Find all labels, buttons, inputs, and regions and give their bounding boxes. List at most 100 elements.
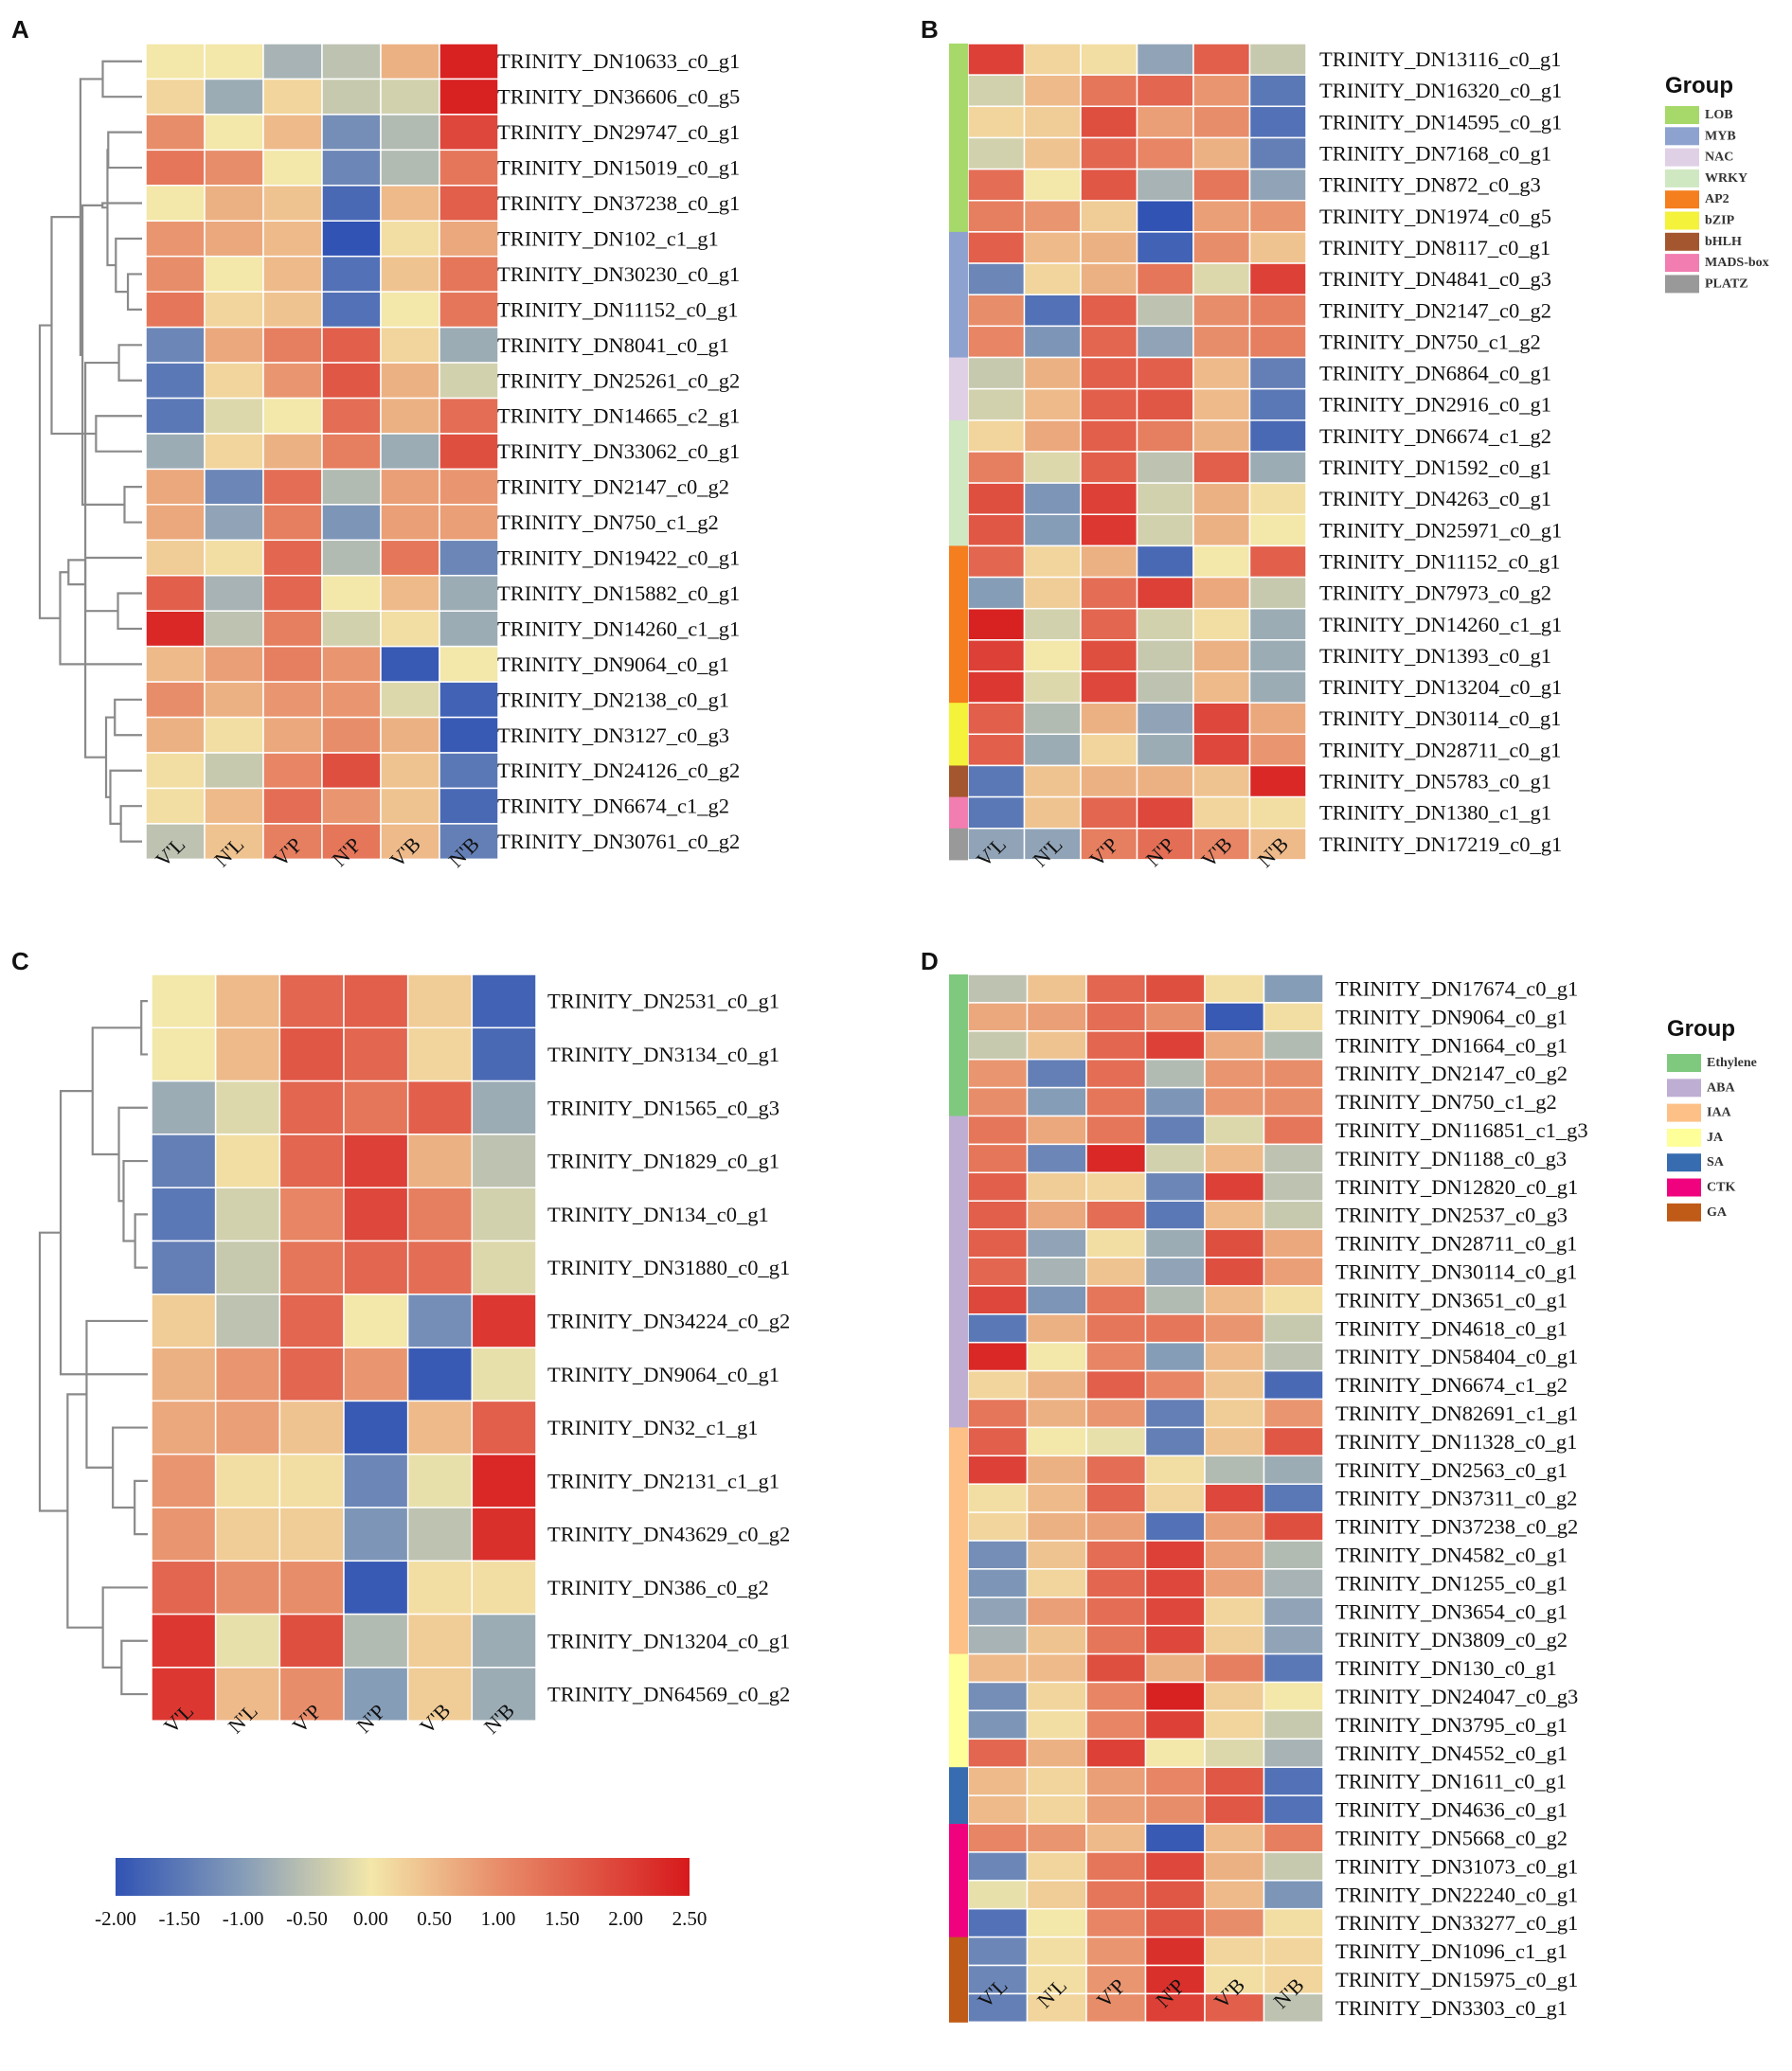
row-label: TRINITY_DN11152_c0_g1 (497, 297, 739, 321)
heatmap-cell (1204, 1823, 1265, 1853)
heatmap-cell (1080, 105, 1138, 139)
heatmap-cell (145, 362, 206, 400)
heatmap-cell (151, 1347, 217, 1402)
heatmap-cell (380, 787, 440, 825)
heatmap-cell (204, 114, 264, 152)
heatmap-cell (967, 231, 1026, 264)
heatmap-cell (262, 220, 323, 258)
heatmap-cell (967, 513, 1026, 547)
heatmap-cell (262, 326, 323, 364)
heatmap-cell (1204, 1851, 1265, 1882)
heatmap-cell (967, 1341, 1029, 1372)
heatmap-cell (262, 575, 323, 612)
heatmap-cell (380, 468, 440, 506)
heatmap-cell (1085, 1398, 1147, 1429)
group-annotation-bar (949, 1030, 968, 1061)
legend-swatch (1665, 254, 1699, 273)
heatmap-cell (471, 973, 537, 1029)
row-label: TRINITY_DN37238_c0_g2 (1335, 1515, 1578, 1539)
heatmap-cell (321, 185, 382, 223)
heatmap-cell (406, 1134, 474, 1188)
heatmap-cell (380, 539, 440, 577)
heatmap-cell (439, 787, 499, 825)
heatmap-cell (278, 1080, 345, 1135)
heatmap-cell (1263, 1964, 1324, 1995)
heatmap-cell (1023, 74, 1082, 108)
dendrogram-branch-2-5 (66, 1393, 103, 1629)
heatmap-cell (1204, 1200, 1265, 1230)
heatmap-cell (145, 397, 206, 435)
heatmap-cell (1085, 1369, 1147, 1401)
heatmap-cell (1204, 1568, 1265, 1598)
row-label: TRINITY_DN13116_c0_g1 (1319, 47, 1561, 71)
row-label: TRINITY_DN2147_c0_g2 (1335, 1062, 1568, 1085)
row-label: TRINITY_DN37238_c0_g1 (497, 191, 740, 215)
row-label: TRINITY_DN36606_c0_g5 (497, 85, 740, 109)
group-annotation-bar (949, 326, 968, 358)
group-annotation-bar (949, 545, 968, 579)
heatmap-cell (1192, 795, 1251, 830)
row-label: TRINITY_DN14260_c1_g1 (497, 616, 740, 640)
row-label: TRINITY_DN64569_c0_g2 (547, 1683, 790, 1706)
heatmap-cell (1085, 1285, 1147, 1315)
row-label: TRINITY_DN4582_c0_g1 (1335, 1543, 1568, 1566)
heatmap-cell (439, 43, 499, 80)
heatmap-cell (967, 420, 1026, 453)
heatmap-cell (343, 1560, 409, 1616)
heatmap-cell (1080, 513, 1138, 547)
heatmap-cell (380, 362, 440, 400)
heatmap-cell (1144, 1681, 1206, 1712)
legend-swatch (1667, 1103, 1701, 1122)
heatmap-cell (967, 168, 1026, 202)
heatmap-cell (343, 1240, 409, 1295)
group-annotation-bar (949, 44, 968, 76)
heatmap-cell (1192, 513, 1251, 547)
heatmap-cell (1204, 1115, 1265, 1146)
row-label: TRINITY_DN1829_c0_g1 (547, 1150, 780, 1173)
row-label: TRINITY_DN82691_c1_g1 (1335, 1401, 1578, 1425)
legend-label: MYB (1705, 129, 1736, 143)
heatmap-cell (214, 1134, 281, 1188)
heatmap-cell (278, 1453, 345, 1509)
heatmap-cell (204, 575, 264, 612)
heatmap-cell (321, 255, 382, 293)
heatmap-cell (278, 1400, 345, 1455)
row-label: TRINITY_DN1664_c0_g1 (1335, 1033, 1568, 1057)
heatmap-cell (214, 1347, 281, 1402)
heatmap-cell (1144, 1228, 1206, 1259)
group-annotation-bar (949, 1625, 968, 1655)
heatmap-cell (1080, 420, 1138, 453)
dendrogram-branch-0-15 (107, 131, 142, 170)
dendrogram-branch-2-6 (140, 1000, 148, 1056)
row-label: TRINITY_DN1096_c1_g1 (1335, 1939, 1568, 1963)
group-annotation-bar (949, 1229, 968, 1259)
heatmap-cell (380, 291, 440, 329)
heatmap-cell (1023, 325, 1082, 359)
row-label: TRINITY_DN3134_c0_g1 (547, 1043, 780, 1066)
row-label: TRINITY_DN102_c1_g1 (497, 226, 719, 250)
heatmap-cell (1204, 1058, 1265, 1089)
heatmap-cell (380, 504, 440, 542)
heatmap-cell (145, 220, 206, 258)
heatmap-cell (967, 1228, 1029, 1259)
heatmap-cell (1192, 231, 1251, 264)
legend-label: ABA (1707, 1080, 1735, 1095)
heatmap-cell (1144, 1398, 1206, 1429)
heatmap-cell (145, 823, 206, 861)
heatmap-cell (471, 1560, 537, 1616)
row-label: TRINITY_DN1188_c0_g3 (1335, 1147, 1567, 1170)
heatmap-cell (343, 1187, 409, 1242)
heatmap-cell (967, 973, 1029, 1004)
group-annotation-bar (949, 1653, 968, 1683)
heatmap-cell (1144, 1851, 1206, 1882)
heatmap-cell (1204, 1426, 1265, 1457)
heatmap-cell (1263, 1426, 1324, 1457)
heatmap-cell (343, 1080, 409, 1135)
legend-swatch (1667, 1153, 1701, 1172)
heatmap-cell (204, 185, 264, 223)
heatmap-cell (471, 1613, 537, 1669)
heatmap-cell (1263, 1115, 1324, 1146)
heatmap-cell (1026, 1171, 1087, 1202)
heatmap-cell (1192, 74, 1251, 108)
